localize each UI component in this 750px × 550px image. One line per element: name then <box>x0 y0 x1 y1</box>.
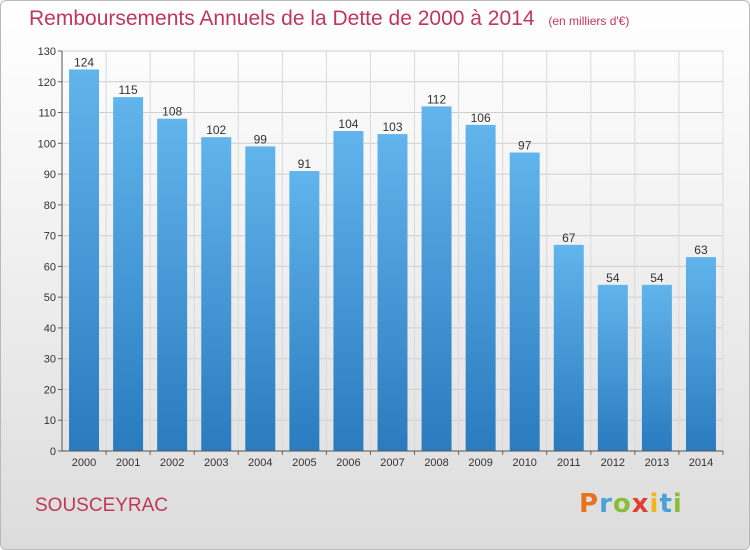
x-tick-label: 2012 <box>601 457 625 469</box>
bar <box>685 257 716 451</box>
logo-letter: i <box>649 489 660 519</box>
bar <box>157 118 188 451</box>
y-tick-label: 60 <box>44 261 56 273</box>
data-label: 124 <box>74 55 94 69</box>
logo-letter: x <box>631 489 650 519</box>
bar <box>421 106 452 451</box>
bar <box>113 97 144 452</box>
bar <box>465 124 496 451</box>
bar <box>333 131 364 451</box>
data-label: 106 <box>471 111 491 125</box>
bar <box>597 284 628 451</box>
data-label: 112 <box>427 92 446 106</box>
y-tick-label: 50 <box>44 292 56 304</box>
y-tick-label: 0 <box>50 446 56 458</box>
x-tick-label: 2009 <box>468 457 492 469</box>
axis-layer: 0 10 20 30 40 50 60 70 80 90 100 110 120 130 2000 2001 2… <box>38 46 724 469</box>
data-label: 54 <box>606 271 620 285</box>
x-tick-label: 2001 <box>116 457 140 469</box>
y-tick-label: 110 <box>38 108 56 120</box>
y-tick-label: 130 <box>38 46 56 58</box>
x-tick-label: 2010 <box>512 457 536 469</box>
data-label: 97 <box>518 139 532 153</box>
data-label: 104 <box>338 117 358 131</box>
bar <box>245 146 276 451</box>
bar <box>509 152 540 452</box>
bar <box>289 171 320 451</box>
chart-title-text: Remboursements Annuels de la Dette de 20… <box>29 7 535 30</box>
x-tick-label: 2013 <box>645 457 669 469</box>
y-tick-label: 40 <box>44 323 56 335</box>
proxiti-logo: Proxiti <box>579 489 683 519</box>
x-tick-label: 2008 <box>424 457 448 469</box>
x-tick-label: 2002 <box>160 457 184 469</box>
x-tick-label: 2011 <box>557 457 581 469</box>
bar <box>69 69 100 451</box>
y-tick-label: 90 <box>44 169 56 181</box>
y-tick-label: 120 <box>38 77 56 89</box>
x-tick-label: 2007 <box>380 457 404 469</box>
data-label: 67 <box>562 231 576 245</box>
bar-layer: 124 115 108 102 99 91 104 103 112 106 97 67 54 54 63 <box>69 55 716 452</box>
commune-name: SOUSCEYRAC <box>35 495 169 516</box>
y-tick-label: 30 <box>44 354 56 366</box>
x-tick-label: 2005 <box>292 457 316 469</box>
bar <box>377 134 408 452</box>
y-tick-label: 20 <box>44 384 56 396</box>
logo-letter: o <box>612 489 632 519</box>
y-tick-label: 100 <box>38 138 56 150</box>
y-tick-label: 10 <box>44 415 56 427</box>
data-label: 99 <box>254 132 268 146</box>
x-tick-label: 2004 <box>248 457 272 469</box>
data-label: 108 <box>162 105 182 119</box>
data-label: 91 <box>298 157 312 171</box>
y-tick-label: 70 <box>44 231 56 243</box>
data-label: 63 <box>694 243 708 257</box>
chart-unit: (en milliers d'€) <box>548 14 630 28</box>
y-tick-label: 80 <box>44 200 56 212</box>
bar <box>641 284 672 451</box>
logo-letter: r <box>599 489 613 519</box>
chart-title: Remboursements Annuels de la Dette de 20… <box>29 7 629 31</box>
bar <box>553 244 584 451</box>
data-label: 115 <box>119 83 138 97</box>
data-label: 54 <box>650 271 664 285</box>
bar <box>201 137 232 451</box>
x-tick-label: 2000 <box>72 457 96 469</box>
x-tick-label: 2014 <box>689 457 713 469</box>
data-label: 102 <box>206 123 226 137</box>
x-tick-label: 2006 <box>336 457 360 469</box>
data-label: 103 <box>382 120 402 134</box>
logo-letter: t <box>659 489 673 519</box>
x-tick-label: 2003 <box>204 457 228 469</box>
logo-letter: P <box>579 489 600 519</box>
logo-letter: i <box>672 489 683 519</box>
